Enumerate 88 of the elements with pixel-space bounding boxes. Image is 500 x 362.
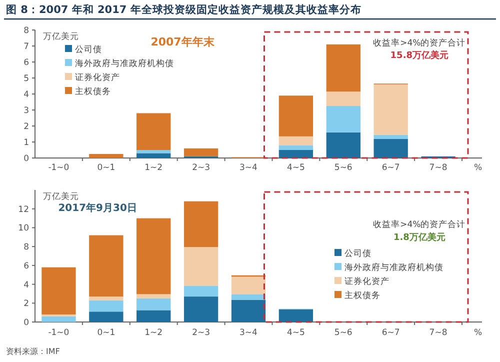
x-tick-label: 2~3 <box>192 328 210 338</box>
y-tick-label: 8 <box>24 242 29 253</box>
bar <box>89 296 124 300</box>
legend-label: 主权债务 <box>75 86 111 97</box>
x-axis-title: % <box>474 328 482 338</box>
bar <box>278 145 314 150</box>
bar <box>278 309 314 322</box>
bar <box>136 218 171 294</box>
bar <box>326 44 360 92</box>
x-tick-label: 0~1 <box>97 328 116 338</box>
bar <box>231 300 266 322</box>
y-tick-label: 4 <box>24 280 29 290</box>
x-tick-label: 0~1 <box>97 163 116 173</box>
legend-label: 公司债 <box>75 44 102 55</box>
bar <box>89 235 124 297</box>
annotation: 15.8万亿美元 <box>390 50 449 62</box>
y-tick-label: 3 <box>24 106 29 116</box>
bar <box>184 247 218 286</box>
y-tick-label: 0 <box>24 318 29 328</box>
bar <box>326 92 360 106</box>
bar <box>374 134 408 139</box>
bar <box>89 300 124 312</box>
x-tick-label: 7~8 <box>429 328 448 338</box>
bar <box>136 113 171 150</box>
bar <box>89 154 124 158</box>
annotation: 2017年9月30日 <box>58 202 137 214</box>
bar <box>278 96 314 136</box>
y-tick-label: 4 <box>24 90 29 100</box>
y-tick-label: 6 <box>24 58 29 68</box>
bar <box>184 286 218 297</box>
bar <box>184 296 218 322</box>
legend-label: 海外政府与准政府机构债 <box>344 262 444 273</box>
legend-label: 证券化资产 <box>75 72 120 83</box>
x-tick-label: 4~5 <box>286 328 305 338</box>
x-tick-label: 2~3 <box>192 163 210 173</box>
y-tick-label: 7 <box>24 42 29 52</box>
annotation: 2007年年末 <box>150 35 216 48</box>
bar <box>184 201 218 248</box>
y-tick-label: 2 <box>24 122 29 132</box>
annotation: 收益率>4%的资产合计 <box>373 37 466 48</box>
text: 资料来源：IMF <box>6 347 60 356</box>
legend-label: 证券化资产 <box>344 276 390 287</box>
bar <box>42 316 76 322</box>
x-tick-label: 4~5 <box>286 163 305 173</box>
annotation: 1.8万亿美元 <box>393 232 446 244</box>
chart-title: 图 8：2007 年和 2017 年全球投资级固定收益资产规模及其收益率分布 <box>6 3 362 16</box>
bar <box>42 267 76 314</box>
bar <box>184 148 218 156</box>
y-tick-label: 10 <box>18 224 29 234</box>
y-axis-title: 万亿美元 <box>43 191 79 202</box>
x-tick-label: 6~7 <box>382 163 400 173</box>
legend-label: 公司债 <box>344 248 372 259</box>
y-tick-label: 0 <box>24 154 29 164</box>
legend-label: 主权债务 <box>344 290 380 301</box>
bar <box>136 150 171 154</box>
x-tick-label: 6~7 <box>382 328 400 338</box>
x-tick-label: 3~4 <box>240 328 258 338</box>
x-tick-label: 1~2 <box>144 163 163 173</box>
x-tick-label: -1~0 <box>48 328 70 338</box>
bar <box>136 310 171 322</box>
x-axis-title: % <box>474 163 482 173</box>
bar <box>374 84 408 135</box>
y-tick-label: 6 <box>24 261 29 272</box>
y-tick-label: 1 <box>24 138 29 148</box>
y-tick-label: 5 <box>24 74 29 84</box>
bar <box>326 132 360 158</box>
y-tick-label: 12 <box>18 204 29 215</box>
bar <box>326 106 360 132</box>
y-axis-title: 万亿美元 <box>43 31 79 42</box>
bar <box>231 276 266 294</box>
bar <box>374 138 408 158</box>
bar <box>136 294 171 298</box>
x-tick-label: 5~6 <box>334 163 352 173</box>
x-tick-label: 3~4 <box>240 163 258 173</box>
bar <box>89 312 124 322</box>
bar <box>278 136 314 146</box>
x-tick-label: -1~0 <box>48 163 70 173</box>
bar <box>136 153 171 158</box>
x-tick-label: 7~8 <box>429 163 448 173</box>
bar <box>231 294 266 300</box>
bar <box>136 298 171 310</box>
annotation: 收益率>4%的资产合计 <box>373 218 466 230</box>
y-tick-label: 2 <box>24 299 29 310</box>
x-tick-label: 5~6 <box>334 328 352 338</box>
legend-label: 海外政府与准政府机构债 <box>75 58 174 69</box>
bar <box>278 150 314 158</box>
x-tick-label: 1~2 <box>144 328 163 338</box>
y-tick-label: 8 <box>24 26 29 36</box>
